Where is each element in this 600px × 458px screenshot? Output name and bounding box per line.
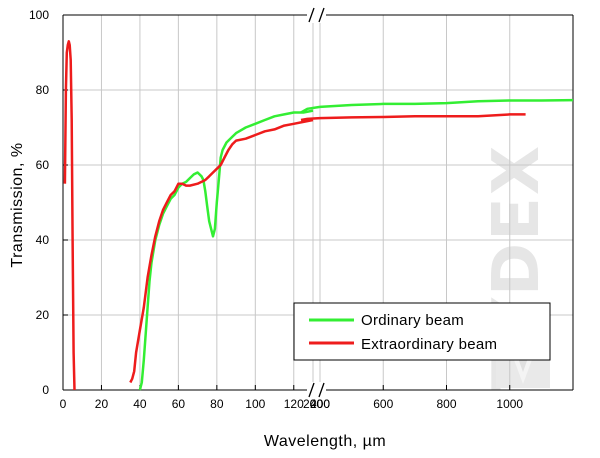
- y-axis-title: Transmission, %: [9, 142, 26, 267]
- x-axis-break-top-mark: [318, 7, 325, 23]
- x-axis-break-bottom-gap: [307, 382, 326, 398]
- x-tick-label: 20: [95, 397, 109, 411]
- x-tick-label: 40: [133, 397, 147, 411]
- series-ordinary-line: [300, 98, 574, 114]
- y-tick-label: 0: [42, 383, 49, 397]
- legend-box: [293, 302, 551, 361]
- y-tick-label: 80: [36, 83, 50, 97]
- legend: Ordinary beam Extraordinary beam: [293, 302, 551, 361]
- x-tick-label: 100: [245, 397, 265, 411]
- x-axis-break-top-gap: [307, 7, 326, 23]
- legend-label-ordinary: Ordinary beam: [361, 312, 464, 329]
- x-tick-label: 0: [60, 397, 67, 411]
- y-tick-label: 40: [36, 233, 50, 247]
- x-tick-label: 120: [284, 397, 304, 411]
- y-tick-label: 100: [29, 8, 49, 22]
- series-extraordinary-line: [300, 113, 526, 122]
- x-tick-label: 80: [210, 397, 224, 411]
- x-axis-break-bottom-mark: [318, 382, 325, 398]
- y-tick-label: 20: [36, 308, 50, 322]
- y-tick-label: 60: [36, 158, 50, 172]
- x-tick-label: 200: [303, 397, 323, 411]
- x-tick-label: 60: [172, 397, 186, 411]
- x-axis-break-top-mark: [308, 7, 315, 23]
- series-extraordinary-line: [129, 118, 314, 384]
- x-axis-break-bottom-mark: [308, 382, 315, 398]
- x-tick-label: 1000: [496, 397, 523, 411]
- legend-label-extraordinary: Extraordinary beam: [361, 336, 497, 353]
- x-axis-title: Wavelength, µm: [264, 433, 386, 450]
- x-tick-label: 800: [436, 397, 456, 411]
- x-tick-label: 400: [310, 397, 330, 411]
- series-layer: [63, 40, 574, 391]
- x-tick-label: 600: [373, 397, 393, 411]
- x-tick-label: 200: [310, 397, 330, 411]
- series-extraordinary-line: [63, 40, 76, 391]
- axis-breaks: [307, 7, 326, 398]
